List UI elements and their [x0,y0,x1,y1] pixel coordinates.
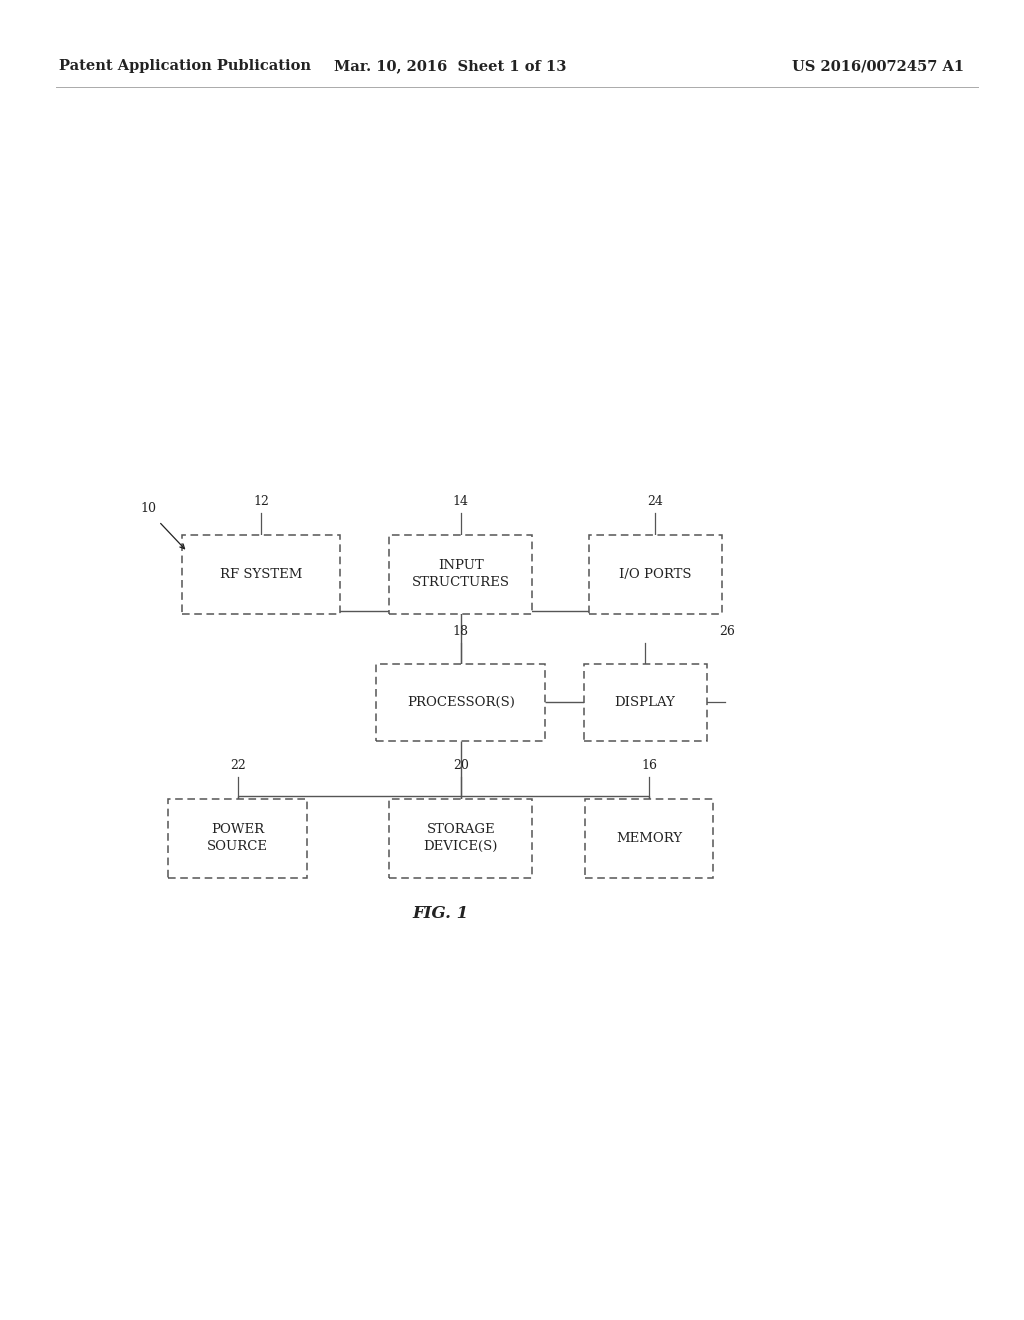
Text: 26: 26 [719,624,735,638]
Text: POWER
SOURCE: POWER SOURCE [207,824,268,853]
Bar [389,535,532,614]
Text: INPUT
STRUCTURES: INPUT STRUCTURES [412,560,510,589]
Text: MEMORY: MEMORY [616,832,682,845]
Text: 14: 14 [453,495,469,508]
Text: US 2016/0072457 A1: US 2016/0072457 A1 [793,59,965,73]
Bar [589,535,722,614]
Text: 12: 12 [253,495,269,508]
Text: 22: 22 [229,759,246,772]
Bar [168,799,307,878]
Text: DISPLAY: DISPLAY [614,696,676,709]
Bar [389,799,532,878]
Text: RF SYSTEM: RF SYSTEM [220,568,302,581]
Text: STORAGE
DEVICE(S): STORAGE DEVICE(S) [424,824,498,853]
Text: PROCESSOR(S): PROCESSOR(S) [407,696,515,709]
Text: 16: 16 [641,759,657,772]
Bar [182,535,340,614]
Text: I/O PORTS: I/O PORTS [620,568,691,581]
Text: Patent Application Publication: Patent Application Publication [59,59,311,73]
Text: 10: 10 [140,502,157,515]
Text: 20: 20 [453,759,469,772]
Text: FIG. 1: FIG. 1 [413,906,468,921]
Text: Mar. 10, 2016  Sheet 1 of 13: Mar. 10, 2016 Sheet 1 of 13 [335,59,566,73]
Bar [377,664,545,741]
Text: 18: 18 [453,624,469,638]
Bar [584,664,707,741]
Text: 24: 24 [647,495,664,508]
Bar [586,799,713,878]
